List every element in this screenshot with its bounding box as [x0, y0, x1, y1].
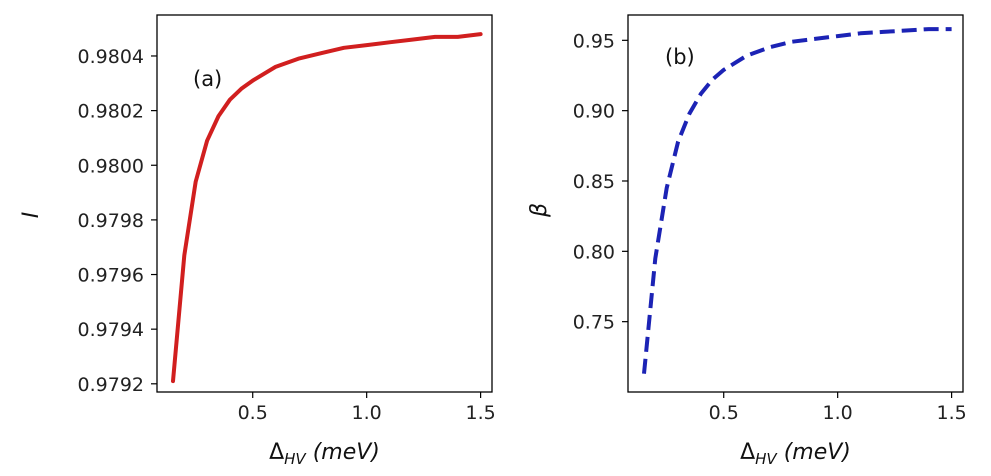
y-tick-label: 0.9804: [78, 46, 144, 68]
x-tick-label: 1.5: [465, 402, 495, 424]
series-line: [642, 27, 952, 374]
plot-frame: [156, 14, 493, 393]
y-tick-label: 0.9798: [78, 210, 144, 232]
x-axis-label: ΔHV (meV): [269, 440, 380, 468]
x-axis-label: ΔHV (meV): [740, 440, 851, 468]
y-axis-label: I: [19, 212, 44, 219]
x-tick-label: 1.0: [352, 402, 382, 424]
y-tick-label: 0.80: [573, 241, 615, 263]
y-tick-label: 0.9800: [78, 155, 144, 177]
panel-label: (b): [665, 45, 695, 69]
chart-a: 0.9792 0.9794 0.9796 0.9798 0.9800 0.9802 0.98…: [19, 14, 496, 468]
y-tick-label: 0.95: [573, 30, 615, 52]
plot-frame: [627, 14, 964, 393]
x-tick-label: 1.5: [936, 402, 966, 424]
series-line: [171, 32, 483, 384]
panel-label: (a): [193, 67, 222, 91]
x-tick-label: 0.5: [238, 402, 268, 424]
y-tick-label: 0.9792: [78, 374, 144, 396]
y-tick-label: 0.85: [573, 171, 615, 193]
y-tick-label: 0.9802: [78, 101, 144, 123]
y-tick-label: 0.90: [573, 101, 615, 123]
chart-b: 0.75 0.80 0.85 0.90 0.95 0.5 1.0 1.5 (b) β ΔHV (meV…: [527, 14, 967, 468]
y-axis-label: β: [527, 203, 552, 218]
x-tick-label: 1.0: [823, 402, 853, 424]
y-tick-label: 0.9794: [78, 319, 144, 341]
x-tick-label: 0.5: [709, 402, 739, 424]
y-tick-label: 0.9796: [78, 265, 144, 287]
y-tick-label: 0.75: [573, 312, 615, 334]
